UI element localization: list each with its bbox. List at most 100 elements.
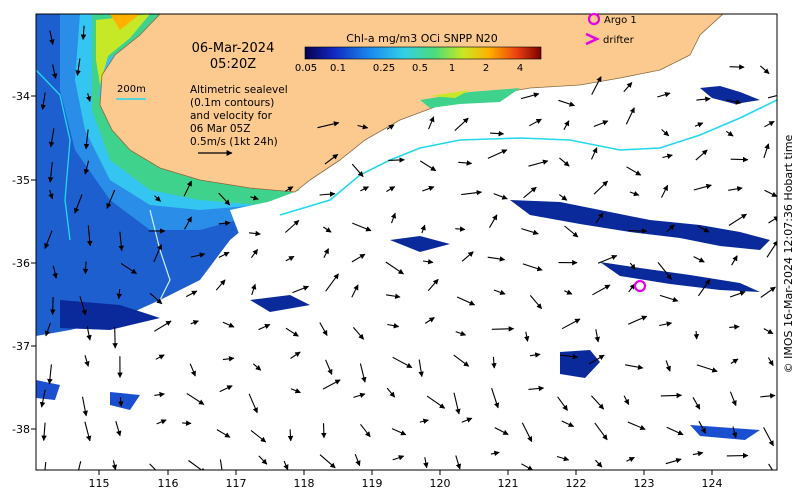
velocity-arrow bbox=[324, 423, 325, 438]
credit-text: © IMOS 16-Mar-2024 12:07:36 Hobart time bbox=[782, 134, 795, 373]
velocity-arrow bbox=[530, 354, 540, 355]
velocity-arrow bbox=[353, 327, 363, 339]
velocity-arrow bbox=[760, 66, 769, 74]
velocity-arrow bbox=[530, 295, 541, 308]
velocity-arrow bbox=[361, 424, 371, 437]
velocity-arrow bbox=[419, 360, 422, 377]
velocity-arrow bbox=[393, 456, 404, 460]
velocity-arrow bbox=[353, 394, 365, 398]
velocity-arrow bbox=[388, 160, 404, 161]
velocity-arrow bbox=[393, 357, 412, 367]
velocity-arrow bbox=[216, 280, 225, 290]
x-tick-label: 119 bbox=[362, 477, 383, 490]
velocity-arrow bbox=[428, 279, 438, 290]
velocity-arrow bbox=[624, 396, 629, 405]
velocity-arrow bbox=[592, 285, 610, 295]
velocity-arrow bbox=[53, 297, 54, 315]
velocity-arrow bbox=[85, 262, 86, 274]
velocity-arrow bbox=[154, 321, 171, 331]
map-time: 05:20Z bbox=[210, 57, 256, 72]
velocity-arrow bbox=[529, 388, 544, 389]
colorbar-tick-label: 1 bbox=[449, 63, 455, 74]
velocity-arrow bbox=[494, 290, 505, 294]
velocity-arrow bbox=[595, 460, 602, 467]
velocity-arrow bbox=[521, 94, 539, 99]
colorbar-tick-label: 0.5 bbox=[412, 63, 428, 74]
velocity-arrow bbox=[693, 453, 703, 455]
velocity-arrow bbox=[286, 328, 299, 336]
x-tick-label: 124 bbox=[702, 477, 723, 490]
velocity-arrow bbox=[85, 355, 88, 366]
x-tick-label: 117 bbox=[226, 477, 247, 490]
x-tick-label: 123 bbox=[634, 477, 655, 490]
velocity-arrow bbox=[462, 418, 472, 422]
velocity-arrow bbox=[693, 397, 700, 409]
velocity-arrow bbox=[764, 427, 774, 445]
velocity-arrow bbox=[562, 421, 574, 427]
velocity-arrow bbox=[730, 392, 736, 406]
velocity-arrow bbox=[564, 291, 572, 294]
velocity-arrow bbox=[386, 295, 400, 297]
velocity-arrow bbox=[323, 380, 340, 389]
isobath-label: 200m bbox=[117, 84, 146, 95]
x-tick-label: 120 bbox=[430, 477, 451, 490]
velocity-arrow bbox=[284, 461, 288, 470]
velocity-arrow bbox=[113, 460, 115, 469]
velocity-arrow bbox=[625, 365, 643, 368]
velocity-arrow bbox=[666, 360, 670, 371]
velocity-arrow bbox=[730, 67, 745, 68]
velocity-arrow bbox=[591, 396, 603, 409]
velocity-arrow bbox=[425, 318, 434, 324]
colorbar-tick-label: 0.05 bbox=[295, 63, 317, 74]
x-tick-label: 121 bbox=[498, 477, 519, 490]
velocity-arrow bbox=[157, 420, 167, 424]
velocity-arrow bbox=[420, 420, 429, 422]
velocity-arrow bbox=[595, 423, 607, 440]
velocity-arrow bbox=[628, 422, 645, 429]
velocity-arrow bbox=[729, 327, 739, 328]
velocity-arrow bbox=[49, 364, 51, 384]
velocity-arrow bbox=[259, 456, 267, 464]
map-date: 06-Mar-2024 bbox=[192, 41, 275, 56]
velocity-arrow bbox=[154, 394, 164, 396]
velocity-arrow bbox=[387, 325, 398, 327]
velocity-arrow bbox=[768, 358, 773, 366]
velocity-arrow bbox=[156, 355, 164, 359]
velocity-arrow bbox=[220, 460, 223, 478]
velocity-arrow bbox=[355, 454, 360, 466]
altimetry-line: and velocity for bbox=[190, 110, 273, 122]
velocity-arrow bbox=[186, 291, 197, 297]
velocity-arrow bbox=[492, 388, 499, 408]
y-tick-label: -37 bbox=[12, 340, 30, 353]
velocity-arrow bbox=[624, 83, 632, 92]
x-tick-label: 122 bbox=[566, 477, 587, 490]
velocity-arrow bbox=[731, 359, 738, 364]
velocity-arrow bbox=[596, 329, 598, 342]
colorbar-tick-label: 0.1 bbox=[330, 63, 346, 74]
velocity-arrow bbox=[760, 395, 775, 397]
velocity-arrow bbox=[386, 262, 404, 274]
velocity-arrow bbox=[659, 323, 671, 326]
velocity-arrow bbox=[628, 231, 647, 232]
velocity-arrow bbox=[320, 455, 335, 468]
velocity-arrow bbox=[217, 430, 230, 438]
velocity-arrow bbox=[696, 331, 697, 339]
velocity-arrow bbox=[562, 319, 580, 329]
velocity-arrow bbox=[488, 257, 505, 260]
colorbar-tick-label: 0.25 bbox=[373, 63, 395, 74]
velocity-arrow bbox=[387, 388, 395, 397]
velocity-arrow bbox=[495, 428, 509, 435]
argo-float-marker bbox=[635, 281, 645, 291]
altimetry-line: 06 Mar 05Z bbox=[190, 123, 250, 135]
velocity-arrow bbox=[558, 397, 568, 411]
velocity-arrow bbox=[291, 389, 300, 393]
velocity-arrow bbox=[492, 329, 514, 330]
altimetry-line: 0.5m/s (1kt 24h) bbox=[190, 136, 278, 148]
velocity-arrow bbox=[425, 457, 427, 468]
drifter-legend-label: drifter bbox=[603, 35, 635, 46]
velocity-arrow bbox=[360, 364, 365, 383]
y-tick-label: -34 bbox=[12, 90, 30, 103]
colorbar bbox=[305, 47, 541, 59]
